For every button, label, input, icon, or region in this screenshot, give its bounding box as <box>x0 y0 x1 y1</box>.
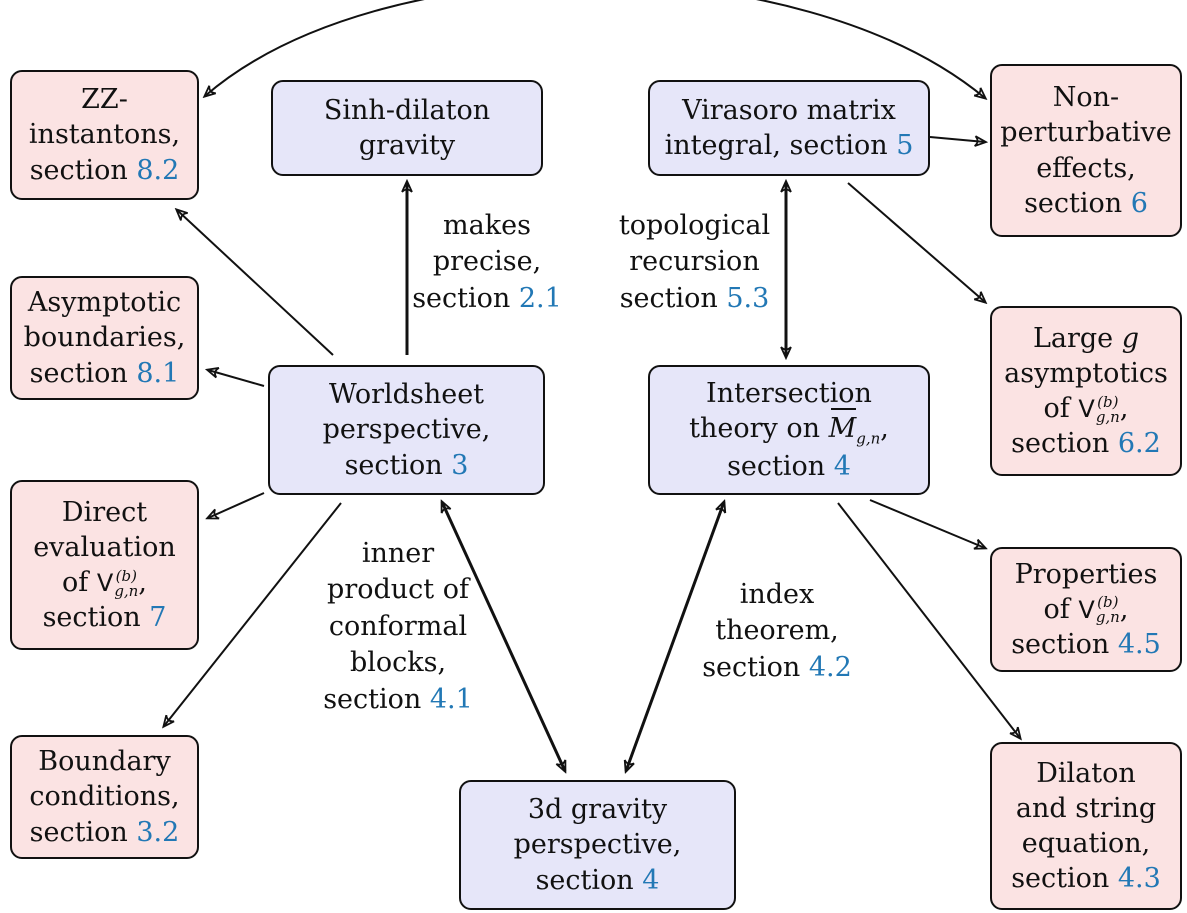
section-ref-8-2[interactable]: 8.2 <box>136 154 180 186</box>
node-intersection-theory: Intersection theory on Mg,n, section 4 <box>648 365 930 495</box>
section-ref-4-5[interactable]: 4.5 <box>1117 629 1161 661</box>
section-ref-5-3[interactable]: 5.3 <box>726 282 770 314</box>
section-ref-6-2[interactable]: 6.2 <box>1117 428 1161 460</box>
edge-arc-nonperturbative-to-zz <box>205 0 985 98</box>
section-ref-4-intersection[interactable]: 4 <box>833 450 851 482</box>
node-non-perturbative-effects: Non- perturbative effects, section 6 <box>990 64 1182 237</box>
edge-worldsheet-to-zz <box>177 210 334 356</box>
volume-symbol: V <box>96 569 114 597</box>
section-ref-4-gravity[interactable]: 4 <box>642 864 660 896</box>
edge-label-inner-product: inner product of conformal blocks, secti… <box>323 538 473 715</box>
node-zz-instantons: ZZ- instantons, section 8.2 <box>10 70 199 200</box>
node-worldsheet-perspective: Worldsheet perspective, section 3 <box>268 365 545 495</box>
section-ref-3[interactable]: 3 <box>451 449 469 481</box>
edge-label-makes-precise: makes precise, section 2.1 <box>412 208 562 318</box>
section-ref-4-3[interactable]: 4.3 <box>1117 863 1161 895</box>
edge-virasoro-to-nonperturbative <box>929 137 985 142</box>
node-asymptotic-boundaries: Asymptotic boundaries, section 8.1 <box>10 276 199 400</box>
node-direct-evaluation: Direct evaluation of V (b) g,n, section 7 <box>10 480 199 650</box>
edge-label-index-theorem: index theorem, section 4.2 <box>702 579 852 683</box>
node-large-g-asymptotics: Large g asymptotics of V (b) g,n, section … <box>990 306 1182 476</box>
edge-virasoro-to-large-g <box>847 182 985 302</box>
edge-intersection-to-properties <box>869 499 985 548</box>
section-ref-8-1[interactable]: 8.1 <box>136 357 180 389</box>
section-ref-5[interactable]: 5 <box>896 130 914 161</box>
edge-worldsheet-to-asymptotic <box>208 370 265 387</box>
volume-symbol: V <box>1078 595 1095 624</box>
section-ref-7[interactable]: 7 <box>149 602 167 634</box>
edge-worldsheet-to-boundary <box>164 502 342 726</box>
edge-worldsheet-to-direct <box>208 492 265 518</box>
node-3d-gravity-perspective: 3d gravity perspective, section 4 <box>459 780 736 910</box>
node-boundary-conditions: Boundary conditions, section 3.2 <box>10 735 199 859</box>
section-ref-4-1[interactable]: 4.1 <box>429 683 473 715</box>
edge-intersection-3d-gravity <box>626 502 724 771</box>
section-ref-2-1[interactable]: 2.1 <box>518 282 562 314</box>
edge-intersection-to-dilaton-string <box>837 502 1020 738</box>
node-dilaton-string-equation: Dilaton and string equation, section 4.3 <box>990 742 1182 910</box>
node-properties: Properties of V (b) g,n, section 4.5 <box>990 547 1182 672</box>
moduli-space-symbol: M <box>829 408 856 446</box>
node-sinh-dilaton-gravity: Sinh-dilaton gravity <box>271 80 543 176</box>
volume-symbol: V <box>1078 395 1095 423</box>
node-virasoro-matrix-integral: Virasoro matrix integral, section 5 <box>648 80 930 176</box>
section-ref-6[interactable]: 6 <box>1130 187 1148 219</box>
section-ref-4-2[interactable]: 4.2 <box>808 651 852 683</box>
edge-worldsheet-3d-gravity <box>440 502 567 771</box>
section-ref-3-2[interactable]: 3.2 <box>136 816 180 848</box>
edge-label-topological-recursion: topological recursion section 5.3 <box>618 210 771 314</box>
